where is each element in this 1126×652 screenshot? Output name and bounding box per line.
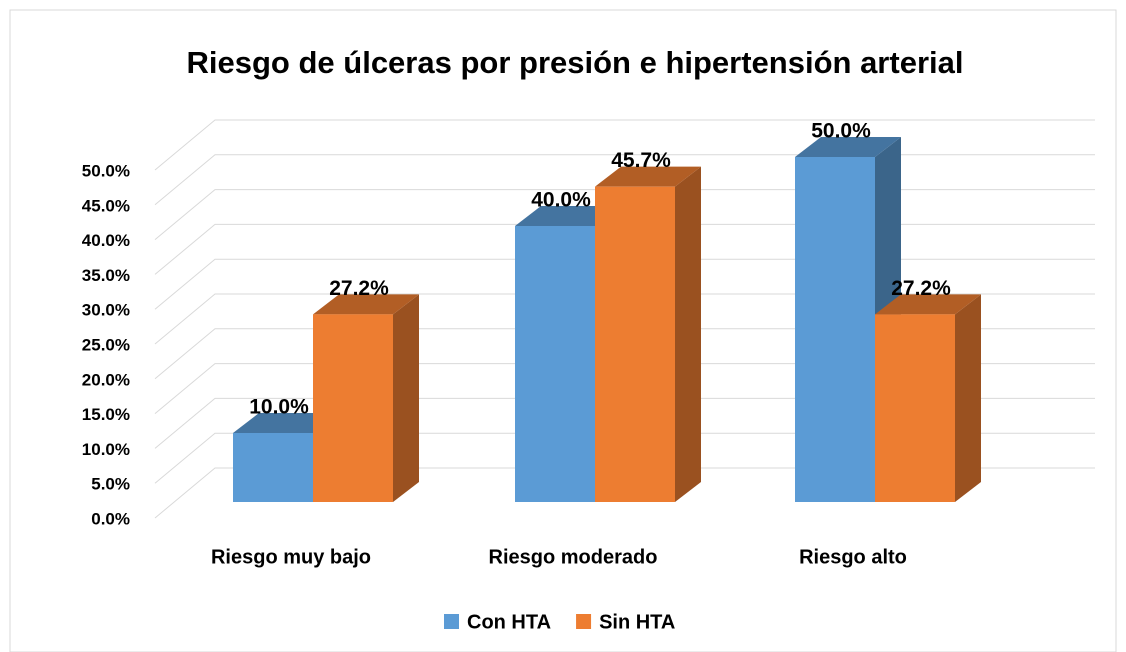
data-label: 50.0% xyxy=(811,120,871,143)
data-label: 27.2% xyxy=(329,277,389,300)
bar-top xyxy=(795,137,901,157)
y-tick-label: 45.0% xyxy=(82,196,130,215)
y-tick-label: 25.0% xyxy=(82,335,130,354)
grid-line xyxy=(154,119,1095,171)
legend-swatch xyxy=(576,614,592,629)
data-label: 45.7% xyxy=(611,149,671,172)
bar-side xyxy=(675,166,701,503)
x-tick-label: Riesgo moderado xyxy=(489,546,658,568)
bar-top xyxy=(233,413,339,433)
y-tick-label: 20.0% xyxy=(82,370,130,389)
y-tick-label: 10.0% xyxy=(82,440,130,459)
chart-title: Riesgo de úlceras por presión e hiperten… xyxy=(187,45,964,80)
bar xyxy=(233,433,313,502)
y-tick-label: 5.0% xyxy=(91,475,130,494)
x-tick-label: Riesgo alto xyxy=(799,546,907,568)
y-tick-label: 35.0% xyxy=(82,266,130,285)
y-tick-label: 50.0% xyxy=(82,161,130,180)
bar-top xyxy=(595,166,701,187)
legend-label: Sin HTA xyxy=(599,611,675,633)
legend-label: Con HTA xyxy=(467,611,551,633)
data-label: 40.0% xyxy=(531,189,591,212)
data-label: 27.2% xyxy=(891,277,951,300)
bar xyxy=(595,186,675,503)
bar-top xyxy=(515,206,621,226)
y-tick-label: 15.0% xyxy=(82,405,130,424)
y-tick-label: 40.0% xyxy=(82,231,130,250)
bar-side xyxy=(393,294,419,502)
y-tick-label: 30.0% xyxy=(82,301,130,320)
bar xyxy=(515,226,595,502)
bar xyxy=(795,157,875,502)
bar-top xyxy=(313,294,419,315)
data-label: 10.0% xyxy=(249,396,309,419)
bar-top xyxy=(875,294,981,315)
y-tick-label: 0.0% xyxy=(91,509,130,528)
bar xyxy=(313,314,393,502)
bar xyxy=(875,314,955,502)
bar-side xyxy=(955,294,981,502)
x-tick-label: Riesgo muy bajo xyxy=(211,546,371,568)
legend-swatch xyxy=(444,614,459,629)
